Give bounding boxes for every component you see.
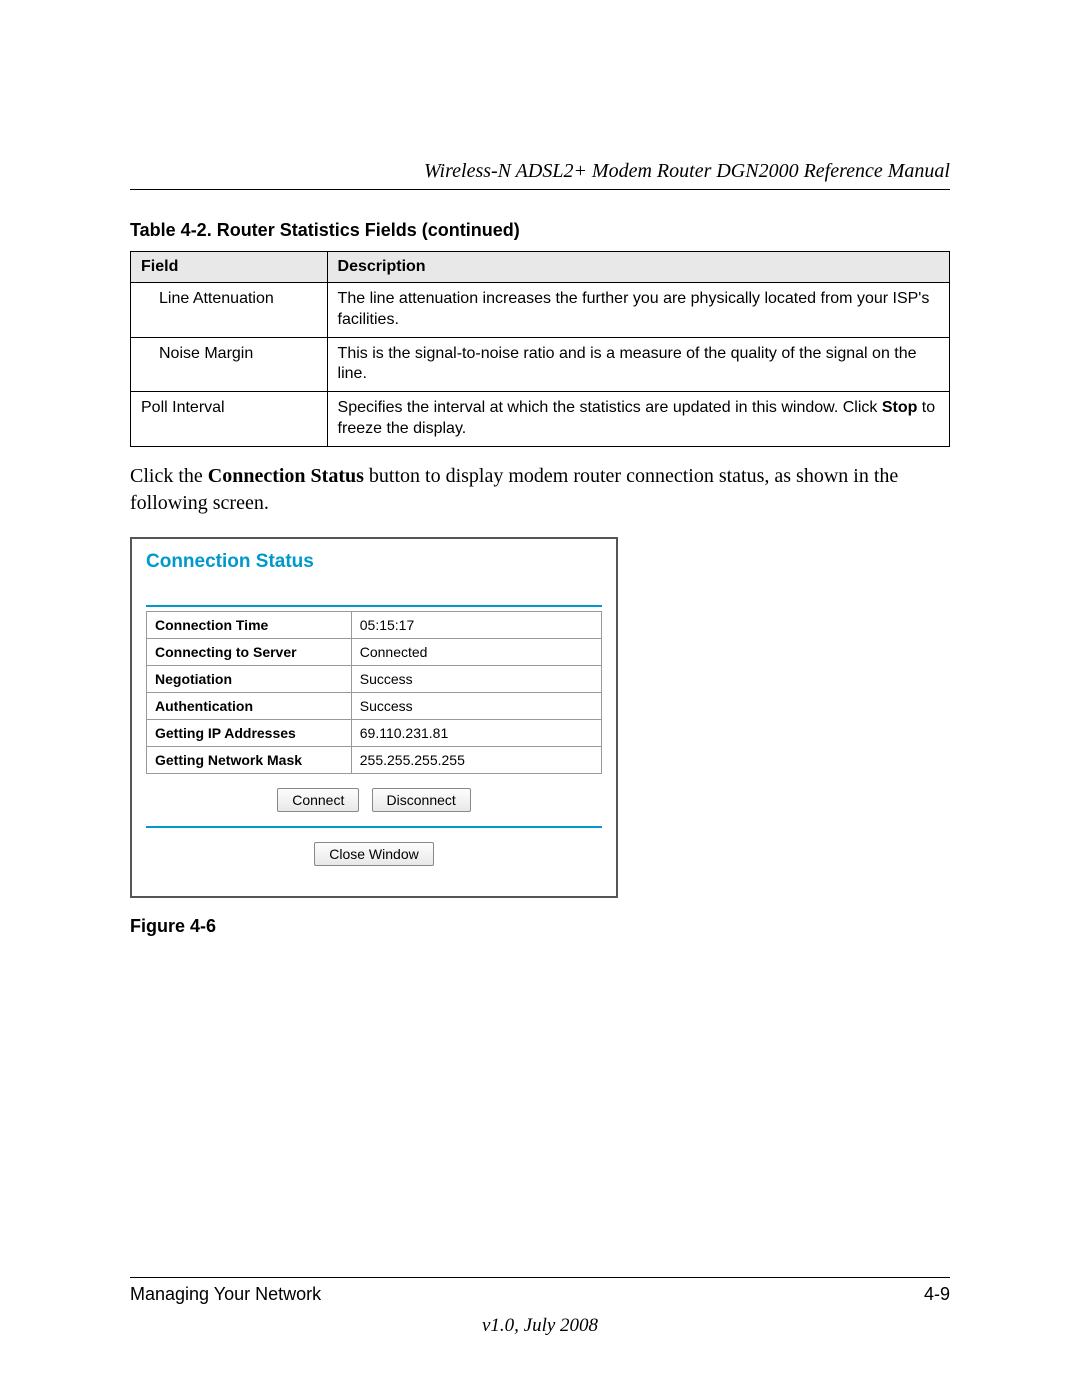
running-header: Wireless-N ADSL2+ Modem Router DGN2000 R…	[130, 160, 950, 190]
paragraph-bold: Connection Status	[208, 465, 364, 487]
cs-value: Success	[351, 692, 601, 719]
button-row: Connect Disconnect	[146, 788, 602, 812]
table-row: Connection Time05:15:17	[147, 611, 602, 638]
cs-label: Connecting to Server	[147, 638, 352, 665]
cs-value: Success	[351, 665, 601, 692]
cs-label: Connection Time	[147, 611, 352, 638]
col-header-description: Description	[327, 252, 949, 283]
footer-page-number: 4-9	[924, 1284, 950, 1305]
cs-label: Authentication	[147, 692, 352, 719]
figure-caption: Figure 4-6	[130, 916, 950, 937]
cs-label: Negotiation	[147, 665, 352, 692]
table-caption: Table 4-2. Router Statistics Fields (con…	[130, 220, 950, 241]
table-row: Getting Network Mask255.255.255.255	[147, 746, 602, 773]
cs-label: Getting Network Mask	[147, 746, 352, 773]
connection-status-figure: Connection Status Connection Time05:15:1…	[130, 537, 618, 898]
footer-left: Managing Your Network	[130, 1284, 321, 1305]
table-row: Connecting to ServerConnected	[147, 638, 602, 665]
table-row: AuthenticationSuccess	[147, 692, 602, 719]
cs-value: Connected	[351, 638, 601, 665]
connection-status-title: Connection Status	[146, 551, 602, 573]
table-row: Line Attenuation The line attenuation in…	[131, 283, 950, 338]
table-row: Noise Margin This is the signal-to-noise…	[131, 337, 950, 392]
page-footer: Managing Your Network 4-9 v1.0, July 200…	[130, 1277, 950, 1337]
paragraph-text: Click the	[130, 465, 208, 487]
cell-description: The line attenuation increases the furth…	[327, 283, 949, 338]
cs-value: 255.255.255.255	[351, 746, 601, 773]
disconnect-button[interactable]: Disconnect	[372, 788, 471, 812]
divider	[146, 605, 602, 607]
router-statistics-table: Field Description Line Attenuation The l…	[130, 251, 950, 447]
divider	[146, 826, 602, 828]
body-paragraph: Click the Connection Status button to di…	[130, 463, 950, 517]
description-text: Specifies the interval at which the stat…	[338, 399, 882, 416]
col-header-field: Field	[131, 252, 328, 283]
cell-description: Specifies the interval at which the stat…	[327, 392, 949, 447]
connect-button[interactable]: Connect	[277, 788, 359, 812]
footer-version: v1.0, July 2008	[130, 1315, 950, 1337]
table-row: Poll Interval Specifies the interval at …	[131, 392, 950, 447]
table-row: Getting IP Addresses69.110.231.81	[147, 719, 602, 746]
cell-field: Line Attenuation	[131, 283, 328, 338]
close-window-button[interactable]: Close Window	[314, 842, 433, 866]
table-row: NegotiationSuccess	[147, 665, 602, 692]
button-row: Close Window	[146, 842, 602, 866]
cell-description: This is the signal-to-noise ratio and is…	[327, 337, 949, 392]
cs-label: Getting IP Addresses	[147, 719, 352, 746]
connection-status-table: Connection Time05:15:17 Connecting to Se…	[146, 611, 602, 774]
cell-field: Poll Interval	[131, 392, 328, 447]
footer-rule	[130, 1277, 950, 1278]
cs-value: 69.110.231.81	[351, 719, 601, 746]
cs-value: 05:15:17	[351, 611, 601, 638]
description-bold: Stop	[882, 399, 918, 416]
cell-field: Noise Margin	[131, 337, 328, 392]
